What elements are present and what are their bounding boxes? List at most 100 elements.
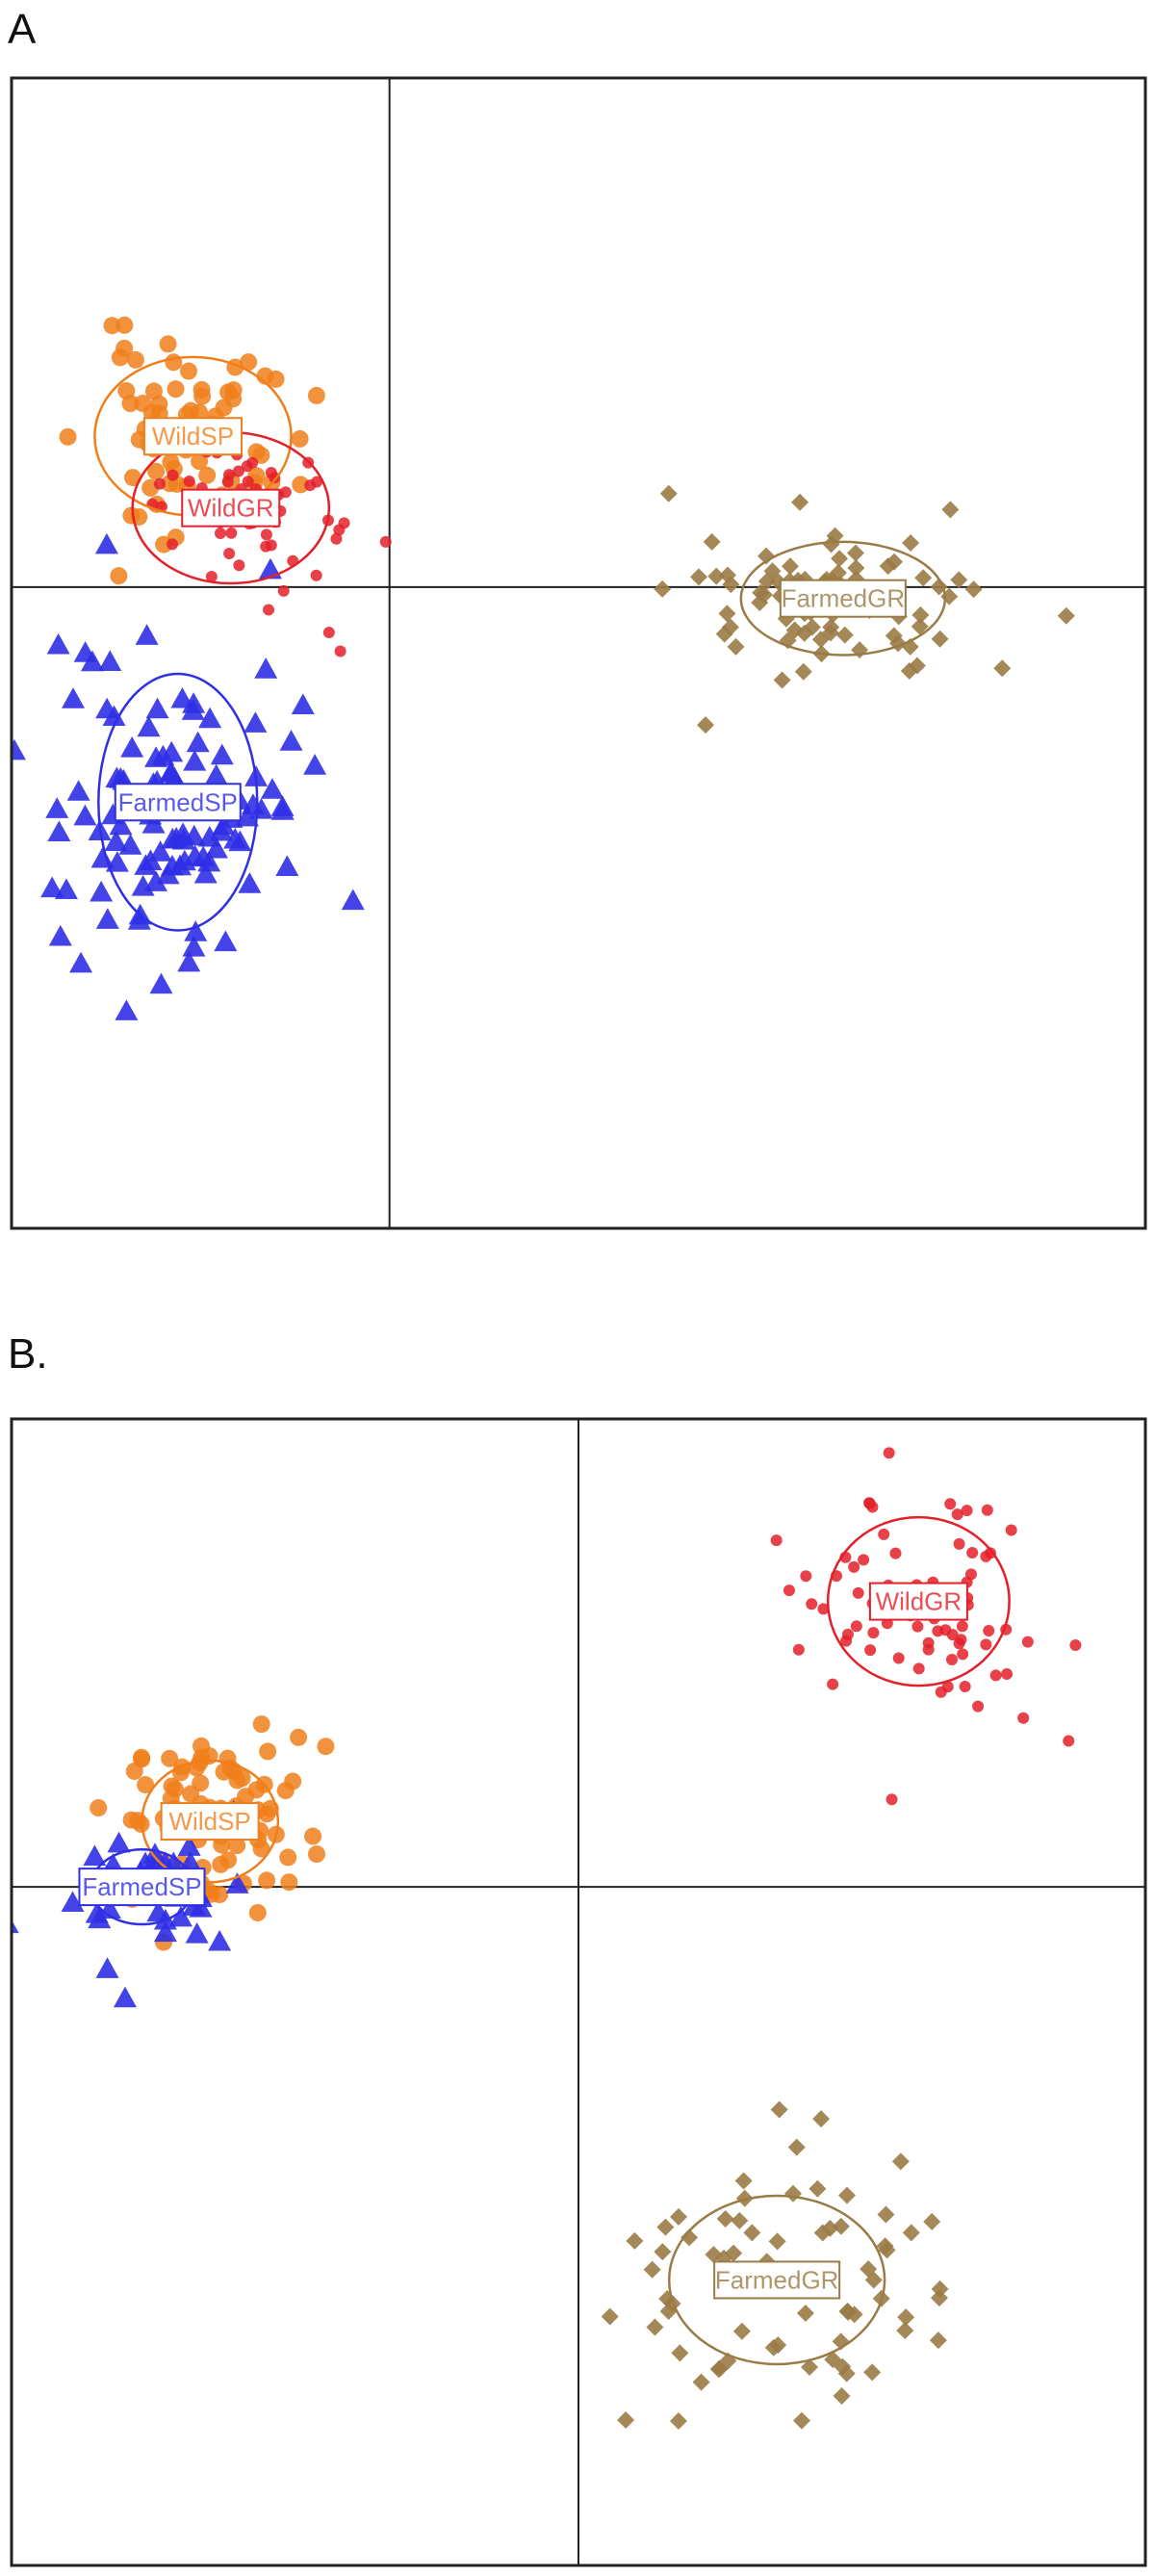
panel-a-wildgr-point	[167, 469, 179, 481]
panel-a-farmedgr-point	[964, 580, 983, 599]
panel-b-farmedgr-point	[731, 2211, 749, 2229]
panel-b-wildsp-point	[90, 1799, 108, 1817]
panel-a-farmedsp-point	[270, 799, 295, 820]
panel-b-wildgr-point	[1063, 1735, 1075, 1747]
panel-b-wildsp-label: WildSP	[169, 1807, 251, 1836]
panel-a-wildgr-point	[153, 477, 166, 490]
panel-b-wildsp-point	[228, 1837, 246, 1855]
panel-a-farmedsp-point	[161, 827, 185, 849]
panel-b-wildsp-point	[290, 1728, 308, 1746]
panel-b-farmedgr-point	[659, 2303, 678, 2321]
panel-b-wildgr-point	[1021, 1636, 1034, 1648]
panel-b-farmedsp-point	[113, 1986, 137, 2008]
panel-a-wildsp-point	[179, 362, 197, 380]
panel-a-farmedsp-point	[66, 780, 90, 801]
panel-a-farmedsp-point	[105, 851, 129, 872]
panel-a-farmedgr-point	[689, 568, 707, 586]
panel-a-farmedsp-point	[40, 876, 64, 898]
panel-b-wildgr-point	[878, 1528, 890, 1540]
panel-b-wildgr-point	[858, 1554, 870, 1566]
panel-a-farmedgr-point	[755, 585, 773, 604]
panel-b-farmedsp-point	[61, 1891, 85, 1913]
panel-b-farmedgr-label-box	[713, 2260, 841, 2300]
panel-a-wildgr-point	[223, 548, 236, 560]
panel-a-wildgr-point	[379, 535, 392, 548]
panel-b-wildgr-point	[864, 1644, 877, 1657]
panel-a-farmedsp-point	[90, 880, 114, 902]
panel-a-farmedsp-point	[137, 715, 161, 737]
panel-a-farmedsp-point	[98, 650, 122, 671]
panel-b-farmedgr-point	[833, 2387, 851, 2406]
panel-a-farmedgr-point	[773, 671, 791, 689]
panel-a-farmedgr-point	[718, 566, 736, 584]
panel-b-wildgr-point	[800, 1570, 812, 1583]
panel-a-farmedsp-point	[46, 632, 70, 655]
panel-a-farmedsp-point	[184, 920, 208, 941]
panel-a-wildsp-point	[126, 350, 144, 369]
panel-a-farmedsp-point	[249, 798, 273, 819]
panel-a-wildgr-point	[205, 570, 218, 582]
panel-b-wildgr-point	[852, 1586, 864, 1599]
panel-b-farmedsp-label-box	[78, 1868, 206, 1907]
panel-a-wildgr-point	[260, 528, 272, 541]
panel-b-wildgr-point	[912, 1662, 925, 1675]
panel-a-farmedsp-point	[47, 820, 71, 842]
panel-b-wildgr-point	[1069, 1639, 1082, 1652]
panel-b-wildgr-point	[883, 1447, 895, 1459]
panel-b-farmedgr-point	[768, 2232, 786, 2251]
panel-b-wildgr-point	[806, 1598, 818, 1610]
panel-b-farmedgr-point	[669, 2412, 687, 2431]
panel-b-wildsp-point	[252, 1715, 270, 1734]
panel-b-farmedgr-point	[769, 2336, 787, 2355]
panel-a-letter: A	[8, 6, 37, 53]
panel-a-wildgr-point	[310, 569, 322, 581]
panel-a-farmedsp-point	[236, 805, 260, 827]
panel-a-wildgr-point	[214, 528, 226, 540]
panel-b-farmedsp-point	[153, 1920, 177, 1943]
panel-b-farmedgr-point	[897, 2308, 915, 2327]
panel-b-farmedsp-point	[83, 1844, 107, 1867]
panel-a-farmedgr-point	[902, 533, 920, 552]
panel-b-wildsp-point	[279, 1848, 297, 1867]
panel-b-wildgr-point	[1017, 1712, 1030, 1724]
panel-b-wildgr-point	[980, 1550, 992, 1562]
panel-a-farmedsp-point	[149, 972, 173, 994]
panel-b-farmedgr-point	[646, 2318, 664, 2336]
panel-a-farmedsp-point	[120, 735, 144, 758]
panel-a-farmedsp-point	[238, 872, 262, 893]
panel-a-wildgr-point	[225, 527, 238, 539]
panel-a-farmedgr-point	[847, 544, 865, 562]
panel-a-farmedgr-point	[781, 557, 799, 576]
panel-a-farmedsp-point	[54, 878, 78, 900]
panel-b-wildsp-point	[259, 1742, 277, 1761]
panel-a-wildsp-point	[103, 317, 121, 335]
panel-b-wildgr-point	[983, 1625, 995, 1637]
panel-b-farmedgr-point	[902, 2224, 920, 2242]
panel-a-wildsp-point	[123, 469, 141, 487]
panel-b-farmedsp-point	[208, 1929, 232, 1951]
panel-a-farmedgr-point	[697, 716, 715, 734]
panel-a-farmedsp-point	[104, 830, 128, 852]
panel-a-farmedsp-point	[145, 697, 169, 719]
panel-a-farmedsp-point	[95, 908, 119, 929]
panel-a-wildgr-point	[232, 465, 244, 477]
panel-b-farmedgr-point	[863, 2363, 882, 2382]
panel-b-wildsp-point	[252, 1840, 270, 1858]
panel-b-wildgr-point	[889, 1547, 902, 1559]
panel-a-wildsp-point	[292, 476, 310, 494]
panel-a-farmedsp-point	[183, 750, 207, 771]
panel-a-farmedsp-point	[210, 743, 234, 765]
panel-b-wildsp-ellipse	[141, 1759, 280, 1884]
panel-a-farmedgr-point	[757, 572, 776, 590]
panel-a-farmedgr-point	[659, 484, 678, 502]
panel-b-wildgr-point	[850, 1620, 862, 1633]
panel-a-wildsp-label: WildSP	[152, 422, 234, 451]
panel-a-wildgr-point	[233, 559, 245, 572]
panel-b-farmedgr-label: FarmedGR	[715, 2265, 839, 2294]
panel-b-wildgr-point	[966, 1546, 979, 1558]
panel-a-wildsp-point	[291, 429, 309, 448]
panel-a-wildgr-label-box	[181, 488, 281, 528]
panel-a-wildgr-point	[330, 532, 343, 545]
panel-a-farmedgr-point	[707, 567, 726, 585]
